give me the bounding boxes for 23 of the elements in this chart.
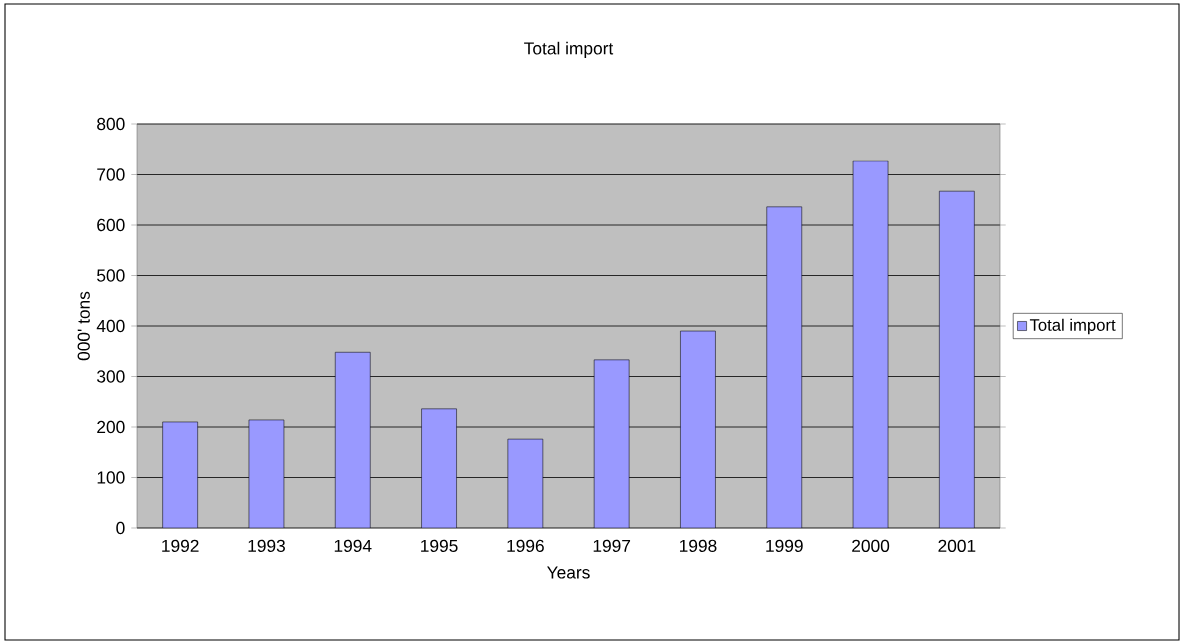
x-tick-label: 1992 bbox=[162, 539, 199, 552]
y-tick-label: 700 bbox=[97, 168, 125, 181]
y-axis-title: 000' tons bbox=[77, 291, 90, 361]
x-axis-title: Years bbox=[547, 566, 590, 579]
x-tick-label: 2001 bbox=[938, 539, 976, 552]
chart-title: Total import bbox=[524, 41, 614, 58]
y-tick-label: 100 bbox=[97, 471, 125, 484]
y-tick-label: 500 bbox=[97, 269, 125, 282]
y-tick-label: 300 bbox=[97, 370, 125, 383]
y-tick-label: 200 bbox=[97, 420, 125, 434]
y-tick-label: 0 bbox=[116, 521, 125, 535]
x-tick-label: 1999 bbox=[766, 539, 803, 552]
x-tick-label: 1996 bbox=[507, 539, 544, 552]
x-tick-label: 1997 bbox=[593, 539, 631, 552]
x-tick-label: 1995 bbox=[421, 539, 458, 552]
x-tick-label: 2000 bbox=[852, 539, 890, 552]
x-tick-label: 1998 bbox=[679, 539, 717, 552]
y-tick-label: 600 bbox=[97, 218, 125, 232]
y-tick-label: 800 bbox=[97, 117, 125, 131]
y-tick-label: 400 bbox=[96, 319, 125, 333]
legend-label: Total import bbox=[1029, 318, 1116, 335]
x-tick-label: 1994 bbox=[334, 539, 372, 552]
x-tick-label: 1993 bbox=[248, 539, 285, 552]
